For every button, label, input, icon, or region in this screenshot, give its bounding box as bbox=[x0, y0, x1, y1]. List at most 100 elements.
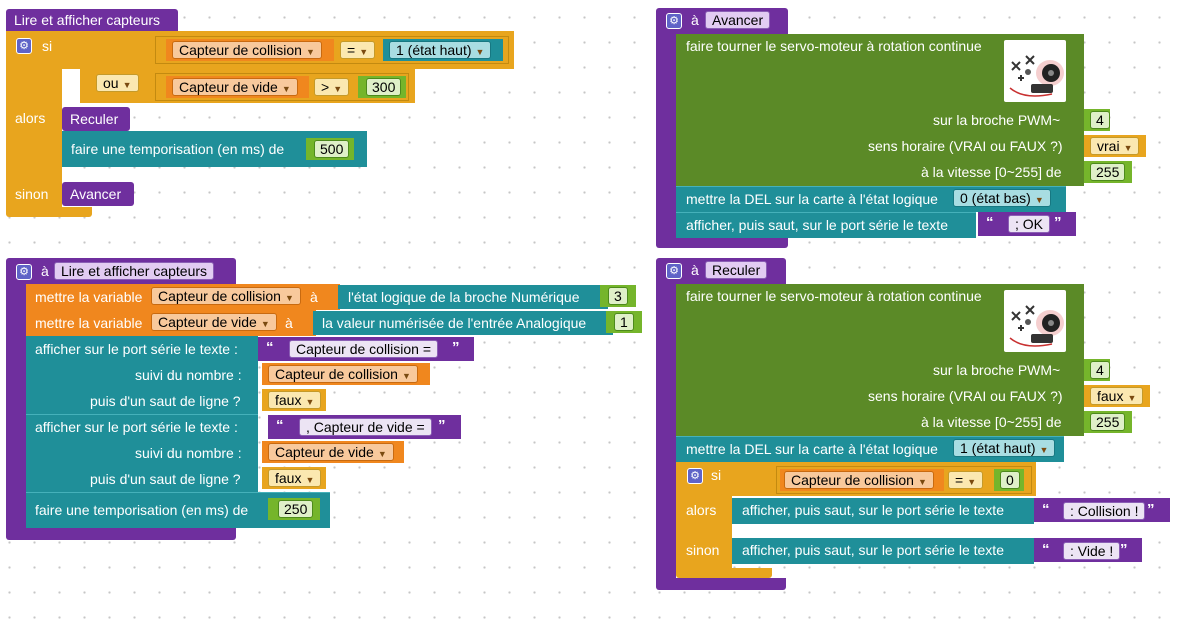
boolean-dropdown[interactable]: faux ▼ bbox=[268, 391, 322, 409]
variable-dropdown-vide[interactable]: Capteur de vide ▼ bbox=[172, 78, 298, 96]
function-name-field[interactable]: Lire et afficher capteurs bbox=[54, 262, 215, 280]
number-field[interactable]: 4 bbox=[1090, 361, 1110, 379]
variable-dropdown-collision[interactable]: Capteur de collision ▼ bbox=[172, 41, 322, 59]
gear-icon[interactable]: ⚙ bbox=[16, 38, 32, 54]
to-label: à bbox=[691, 262, 699, 278]
serial-print-block[interactable]: afficher sur le port série le texte : su… bbox=[26, 336, 258, 414]
text-field[interactable]: Capteur de collision = bbox=[289, 340, 439, 358]
function-name-field[interactable]: Avancer bbox=[705, 11, 771, 29]
servo-label: faire tourner le servo-moteur à rotation… bbox=[686, 38, 982, 54]
pin-label: sur la broche PWM~ bbox=[933, 112, 1061, 128]
open-quote-icon: “ bbox=[1042, 541, 1050, 558]
call-avancer-block[interactable]: Avancer bbox=[62, 182, 134, 206]
boolean-dropdown[interactable]: faux ▼ bbox=[268, 469, 322, 487]
gear-icon[interactable]: ⚙ bbox=[666, 13, 682, 29]
if-block-footer bbox=[6, 207, 92, 217]
or-operator-dropdown[interactable]: ou ▼ bbox=[96, 74, 139, 92]
function-def-spine bbox=[6, 284, 26, 524]
close-quote-icon: ” bbox=[438, 417, 446, 434]
delay-label: faire une temporisation (en ms) de bbox=[71, 141, 285, 157]
serial-println-block[interactable]: afficher, puis saut, sur le port série l… bbox=[732, 498, 1034, 524]
text-field[interactable]: , Capteur de vide = bbox=[299, 418, 432, 436]
servo-motor-icon bbox=[1004, 290, 1066, 352]
operator-dropdown[interactable]: = ▼ bbox=[948, 471, 984, 489]
close-quote-icon: ” bbox=[1147, 501, 1155, 518]
digital-read-block[interactable]: l'état logique de la broche Numérique bbox=[338, 285, 608, 309]
operator-dropdown[interactable]: > ▼ bbox=[314, 78, 350, 96]
gear-icon[interactable]: ⚙ bbox=[16, 264, 32, 280]
state-dropdown[interactable]: 1 (état haut) ▼ bbox=[953, 439, 1056, 457]
direction-label: sens horaire (VRAI ou FAUX ?) bbox=[868, 388, 1063, 404]
to-word: à bbox=[285, 315, 293, 331]
close-quote-icon: ” bbox=[452, 339, 460, 356]
variable-dropdown-collision[interactable]: Capteur de collision ▼ bbox=[268, 365, 418, 383]
operator-dropdown[interactable]: = ▼ bbox=[340, 41, 376, 59]
println-label: afficher, puis saut, sur le port série l… bbox=[742, 502, 1004, 518]
text-field[interactable]: : Vide ! bbox=[1063, 542, 1121, 560]
followed-label: suivi du nombre : bbox=[135, 445, 242, 461]
print-label: afficher sur le port série le texte : bbox=[35, 341, 238, 357]
pin-label: sur la broche PWM~ bbox=[933, 362, 1061, 378]
servo-label: faire tourner le servo-moteur à rotation… bbox=[686, 288, 982, 304]
println-label: afficher, puis saut, sur le port série l… bbox=[686, 217, 948, 233]
servo-block[interactable]: faire tourner le servo-moteur à rotation… bbox=[676, 34, 1084, 186]
function-name: Lire et afficher capteurs bbox=[14, 12, 161, 28]
direction-label: sens horaire (VRAI ou FAUX ?) bbox=[868, 138, 1063, 154]
followed-label: suivi du nombre : bbox=[135, 367, 242, 383]
serial-print-block[interactable]: afficher sur le port série le texte : su… bbox=[26, 414, 258, 492]
variable-dropdown-collision[interactable]: Capteur de collision ▼ bbox=[784, 471, 934, 489]
led-label: mettre la DEL sur la carte à l'état logi… bbox=[686, 441, 938, 457]
function-name-field[interactable]: Reculer bbox=[705, 261, 768, 279]
if-block-spine bbox=[676, 496, 732, 570]
variable-dropdown-collision[interactable]: Capteur de collision ▼ bbox=[151, 287, 301, 305]
speed-label: à la vitesse [0~255] de bbox=[921, 414, 1062, 430]
delay-label: faire une temporisation (en ms) de bbox=[35, 502, 249, 518]
state-dropdown[interactable]: 0 (état bas) ▼ bbox=[953, 189, 1051, 207]
open-quote-icon: “ bbox=[276, 417, 284, 434]
if-block-footer bbox=[676, 568, 772, 578]
variable-dropdown-vide[interactable]: Capteur de vide ▼ bbox=[268, 443, 394, 461]
number-field[interactable]: 4 bbox=[1090, 111, 1110, 129]
newline-label: puis d'un saut de ligne ? bbox=[90, 393, 241, 409]
number-field[interactable]: 255 bbox=[1090, 163, 1126, 181]
gear-icon[interactable]: ⚙ bbox=[666, 263, 682, 279]
variable-dropdown-vide[interactable]: Capteur de vide ▼ bbox=[151, 313, 277, 331]
number-field[interactable]: 3 bbox=[608, 287, 628, 305]
function-name: Avancer bbox=[70, 186, 122, 202]
number-field[interactable]: 0 bbox=[1000, 471, 1020, 489]
boolean-dropdown[interactable]: vrai ▼ bbox=[1090, 137, 1140, 155]
to-label: à bbox=[41, 263, 49, 279]
then-label: alors bbox=[686, 502, 717, 518]
digital-read-label: l'état logique de la broche Numérique bbox=[348, 289, 580, 305]
boolean-dropdown[interactable]: faux ▼ bbox=[1090, 387, 1144, 405]
text-field[interactable]: ; OK bbox=[1008, 215, 1051, 233]
set-led-block[interactable]: mettre la DEL sur la carte à l'état logi… bbox=[676, 436, 1064, 462]
set-label: mettre la variable bbox=[35, 289, 143, 305]
servo-motor-icon bbox=[1004, 40, 1066, 102]
close-quote-icon: ” bbox=[1054, 214, 1062, 231]
function-def-spine bbox=[656, 284, 676, 580]
gear-icon[interactable]: ⚙ bbox=[687, 468, 703, 484]
number-field[interactable]: 500 bbox=[314, 140, 350, 158]
function-name: Reculer bbox=[70, 111, 119, 127]
serial-println-block[interactable]: afficher, puis saut, sur le port série l… bbox=[676, 212, 976, 238]
open-quote-icon: “ bbox=[266, 339, 274, 356]
analog-read-label: la valeur numérisée de l'entrée Analogiq… bbox=[322, 315, 587, 331]
else-label: sinon bbox=[686, 542, 720, 558]
number-field[interactable]: 250 bbox=[278, 500, 314, 518]
led-label: mettre la DEL sur la carte à l'état logi… bbox=[686, 191, 938, 207]
analog-read-block[interactable]: la valeur numérisée de l'entrée Analogiq… bbox=[313, 311, 613, 335]
number-field[interactable]: 300 bbox=[366, 78, 402, 96]
function-call-header[interactable]: Lire et afficher capteurs bbox=[6, 9, 178, 31]
to-label: à bbox=[691, 12, 699, 28]
state-dropdown[interactable]: 1 (état haut) ▼ bbox=[389, 41, 492, 59]
number-field[interactable]: 255 bbox=[1090, 413, 1126, 431]
call-reculer-block[interactable]: Reculer bbox=[62, 107, 130, 131]
number-field[interactable]: 1 bbox=[614, 313, 634, 331]
if-else-row bbox=[6, 168, 62, 210]
serial-println-block[interactable]: afficher, puis saut, sur le port série l… bbox=[732, 538, 1034, 564]
if-label: si bbox=[42, 38, 53, 54]
function-def-footer bbox=[6, 524, 236, 540]
text-field[interactable]: : Collision ! bbox=[1063, 502, 1146, 520]
else-label: sinon bbox=[15, 186, 49, 202]
